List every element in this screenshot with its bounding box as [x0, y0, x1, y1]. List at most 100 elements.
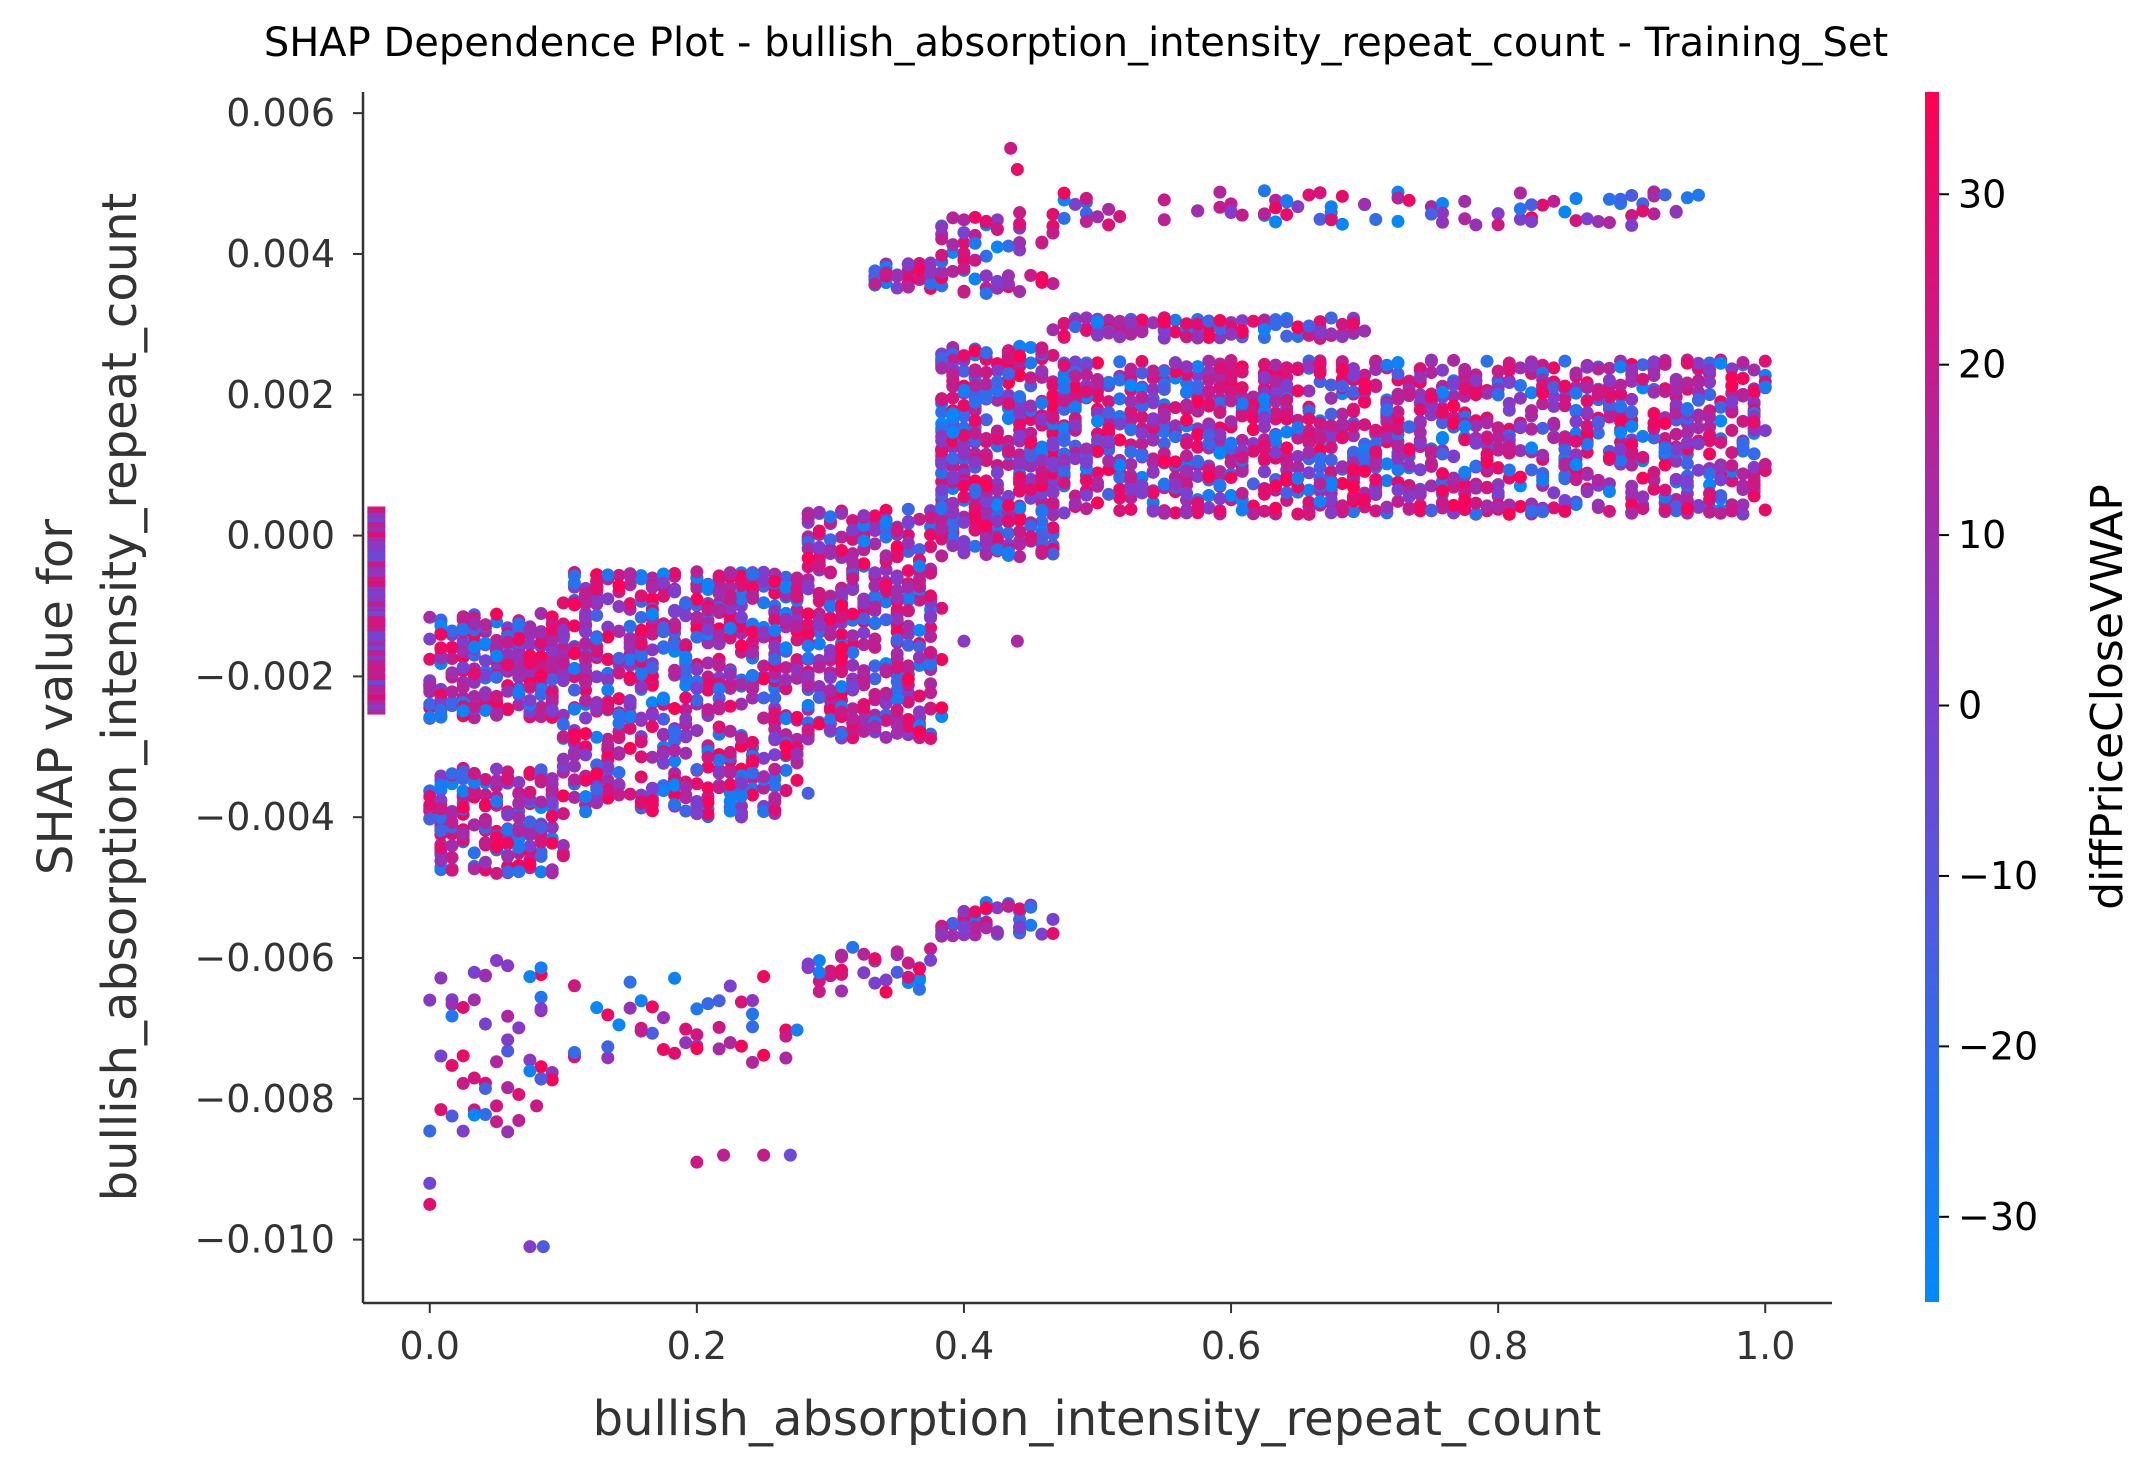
scatter-point	[1391, 392, 1405, 406]
scatter-point	[490, 689, 504, 703]
scatter-point	[1257, 207, 1271, 221]
scatter-point	[1302, 188, 1316, 202]
scatter-point	[601, 673, 615, 687]
scatter-point	[501, 771, 515, 785]
scatter-point	[1269, 406, 1283, 420]
scatter-point	[957, 226, 971, 240]
scatter-point	[1369, 504, 1383, 518]
scatter-point	[1113, 458, 1127, 472]
scatter-point	[1647, 207, 1661, 221]
scatter-point	[924, 277, 938, 291]
scatter-point	[1558, 469, 1572, 483]
scatter-point	[1391, 405, 1405, 419]
scatter-point	[556, 596, 570, 610]
scatter-point	[1102, 406, 1116, 420]
scatter-point	[1035, 235, 1049, 249]
scatter-point	[1102, 422, 1116, 436]
scatter-point	[935, 220, 949, 234]
scatter-point	[1513, 500, 1527, 514]
scatter-point	[1391, 191, 1405, 205]
scatter-point	[1380, 457, 1394, 471]
scatter-point	[868, 600, 882, 614]
scatter-point	[1413, 371, 1427, 385]
scatter-point	[634, 646, 648, 660]
scatter-point	[846, 658, 860, 672]
scatter-point	[1580, 485, 1594, 499]
scatter-point	[990, 498, 1004, 512]
scatter-point	[717, 1148, 731, 1162]
scatter-point	[1380, 403, 1394, 417]
scatter-point	[612, 788, 626, 802]
y-axis-label-line2: bullish_absorption_intensity_repeat_coun…	[92, 193, 148, 1202]
scatter-point	[868, 264, 882, 278]
scatter-point	[901, 515, 915, 529]
scatter-point	[1614, 360, 1628, 374]
scatter-point	[1346, 429, 1360, 443]
scatter-point	[690, 581, 704, 595]
scatter-point	[1703, 447, 1717, 461]
scatter-point	[1435, 215, 1449, 229]
scatter-point	[757, 659, 771, 673]
scatter-point	[1636, 429, 1650, 443]
scatter-point	[823, 566, 837, 580]
scatter-point	[835, 680, 849, 694]
scatter-point	[1013, 206, 1027, 220]
scatter-point	[623, 721, 637, 735]
scatter-point	[1168, 356, 1182, 370]
scatter-point	[1380, 358, 1394, 372]
scatter-point	[1224, 394, 1238, 408]
scatter-point	[1013, 524, 1027, 538]
scatter-point	[545, 655, 559, 669]
scatter-point	[1046, 388, 1060, 402]
scatter-point	[668, 754, 682, 768]
scatter-point	[456, 1000, 470, 1014]
scatter-point	[490, 830, 504, 844]
scatter-point	[467, 640, 481, 654]
scatter-point	[1625, 209, 1639, 223]
scatter-point	[757, 625, 771, 639]
scatter-point	[846, 680, 860, 694]
scatter-point	[1346, 504, 1360, 518]
scatter-point	[790, 747, 804, 761]
scatter-point	[1146, 433, 1160, 447]
scatter-point	[1469, 480, 1483, 494]
scatter-point	[1391, 494, 1405, 508]
scatter-point	[1324, 378, 1338, 392]
scatter-point	[634, 711, 648, 725]
scatter-point	[712, 1020, 726, 1034]
scatter-point	[656, 640, 670, 654]
scatter-point	[823, 589, 837, 603]
scatter-point	[1035, 504, 1049, 518]
scatter-point	[501, 959, 515, 973]
scatter-point	[1591, 426, 1605, 440]
scatter-point	[1213, 361, 1227, 375]
scatter-point	[1202, 489, 1216, 503]
scatter-point	[1024, 340, 1038, 354]
scatter-point	[1502, 439, 1516, 453]
scatter-point	[1157, 193, 1171, 207]
scatter-point	[1736, 498, 1750, 512]
scatter-point	[1669, 372, 1683, 386]
scatter-point	[1369, 378, 1383, 392]
scatter-point	[1102, 395, 1116, 409]
scatter-point	[857, 509, 871, 523]
scatter-point	[1513, 379, 1527, 393]
scatter-point	[801, 607, 815, 621]
scatter-point	[1068, 452, 1082, 466]
scatter-point	[957, 261, 971, 275]
colorbar-tick-label: 30	[1958, 172, 2006, 216]
scatter-point	[924, 686, 938, 700]
scatter-point	[1602, 361, 1616, 375]
scatter-point	[1369, 454, 1383, 468]
scatter-point	[1491, 364, 1505, 378]
scatter-point	[501, 1009, 515, 1023]
scatter-point	[534, 669, 548, 683]
scatter-point	[946, 916, 960, 930]
scatter-point	[1269, 479, 1283, 493]
scatter-point	[1213, 380, 1227, 394]
scatter-point	[523, 815, 537, 829]
scatter-point	[690, 662, 704, 676]
scatter-point	[668, 621, 682, 635]
x-tick-label: 0.8	[1468, 1324, 1528, 1368]
scatter-point	[612, 746, 626, 760]
